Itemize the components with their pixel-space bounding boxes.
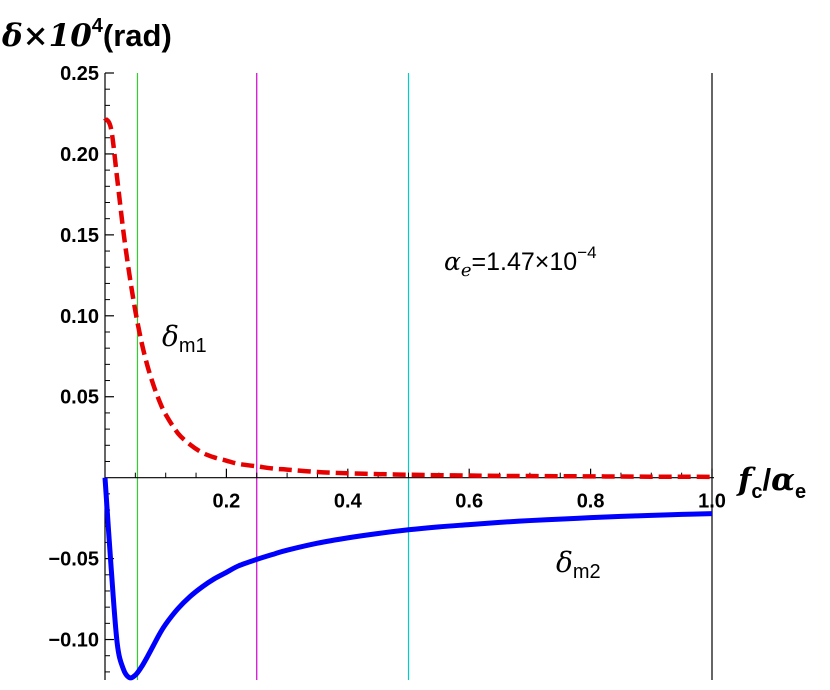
- x-tick-label-3: 0.8: [577, 491, 605, 513]
- series-line-1: [102, 477, 713, 681]
- annotation-alpha-symbol: α: [444, 247, 461, 276]
- x-tick-label-0: 0.2: [212, 491, 240, 513]
- label-delta-m2-symbol: δ: [556, 546, 573, 579]
- label-delta-m2-sub: m2: [573, 561, 601, 583]
- y-tick-label-4: 0.05: [60, 387, 99, 409]
- x-axis-title: fc/αe: [736, 462, 806, 503]
- y-axis-title: δ×104(rad): [1, 15, 172, 54]
- x-tick-label-2: 0.6: [455, 491, 483, 513]
- x-axis-title-sub-c: c: [751, 481, 762, 503]
- x-axis-title-alpha: α: [771, 462, 795, 498]
- x-tick-label-1: 0.4: [334, 491, 363, 513]
- y-axis-title-sup: 4: [92, 15, 104, 37]
- y-tick-label-0: 0.25: [60, 63, 99, 85]
- label-delta-m1: δm1: [162, 320, 207, 357]
- x-axis-title-f: f: [736, 462, 756, 498]
- x-axis-title-slash: /: [762, 462, 771, 497]
- annotation-alpha-text: =1.47×10: [472, 248, 578, 276]
- y-tick-label-1: 0.20: [60, 144, 99, 166]
- annotation-alpha-sub: e: [461, 260, 472, 281]
- annotation-alpha-e: αe=1.47×10−4: [444, 243, 597, 281]
- x-axis-title-sub-e: e: [795, 481, 806, 503]
- y-axis-title-main: δ×10: [1, 18, 92, 54]
- x-tick-label-4: 1.0: [698, 491, 726, 513]
- label-delta-m1-symbol: δ: [162, 320, 179, 353]
- annotation-alpha-sup: −4: [577, 243, 596, 262]
- y-tick-label-6: −0.10: [48, 630, 99, 652]
- label-delta-m2: δm2: [556, 546, 601, 583]
- y-axis-title-unit: (rad): [103, 18, 172, 53]
- y-tick-label-3: 0.10: [60, 306, 99, 328]
- y-tick-label-5: −0.05: [48, 549, 99, 571]
- y-tick-label-2: 0.15: [60, 225, 99, 247]
- series-line-0: [103, 116, 713, 480]
- label-delta-m1-sub: m1: [179, 335, 207, 357]
